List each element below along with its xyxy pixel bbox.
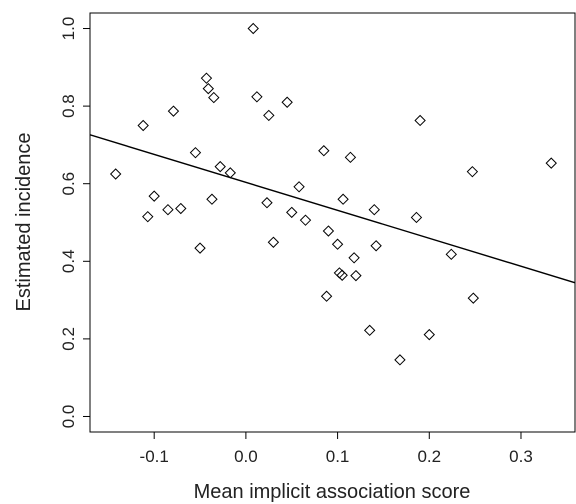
- data-point: [175, 202, 187, 215]
- x-tick-label: 0.1: [326, 447, 350, 466]
- data-point: [214, 160, 226, 173]
- data-point: [423, 328, 435, 341]
- regression-line: [90, 134, 575, 284]
- data-point: [281, 96, 293, 108]
- data-point: [189, 146, 202, 159]
- x-tick-label: -0.1: [140, 447, 169, 466]
- data-point: [337, 193, 349, 205]
- data-point: [445, 248, 457, 261]
- data-point: [208, 91, 220, 104]
- y-tick-label: 1.0: [59, 17, 78, 41]
- data-point: [336, 269, 348, 281]
- y-tick-label: 0.0: [59, 405, 78, 429]
- data-point: [299, 214, 312, 226]
- x-tick-label: 0.3: [509, 447, 533, 466]
- data-point: [545, 157, 557, 169]
- data-point: [142, 210, 154, 223]
- data-point: [410, 211, 423, 224]
- data-point: [414, 114, 426, 127]
- y-tick-label: 0.8: [59, 94, 78, 118]
- y-tick-label: 0.4: [59, 249, 78, 273]
- plot-frame: [89, 12, 576, 433]
- data-point: [167, 105, 180, 117]
- y-tick-label: 0.2: [59, 327, 78, 351]
- data-point: [206, 193, 218, 205]
- data-point: [293, 181, 305, 193]
- data-point: [194, 242, 206, 254]
- data-point: [202, 82, 214, 95]
- data-point: [331, 238, 344, 250]
- data-point: [286, 206, 298, 219]
- data-point: [467, 292, 480, 304]
- data-point: [344, 151, 357, 164]
- x-tick-label: 0.2: [417, 447, 441, 466]
- data-point: [251, 91, 263, 103]
- data-point: [109, 168, 122, 180]
- data-point: [363, 324, 376, 337]
- data-point: [320, 290, 333, 302]
- data-point: [394, 354, 406, 366]
- data-point: [348, 252, 360, 264]
- data-point: [261, 197, 273, 209]
- data-point: [162, 203, 174, 216]
- data-point: [322, 225, 335, 237]
- data-point: [368, 203, 380, 216]
- data-point: [267, 236, 280, 248]
- data-point: [200, 72, 213, 84]
- data-point: [224, 167, 237, 179]
- data-point: [466, 165, 479, 178]
- plot-layer: -0.1 0.0 0.1 0.2 0.3 0.0 0.2 0.4 0.6 0.8 1.0: [59, 12, 576, 466]
- data-point: [137, 119, 149, 132]
- y-axis-title: Estimated incidence: [13, 133, 35, 312]
- x-axis-title: Mean implicit association score: [194, 481, 471, 503]
- y-tick-label: 0.6: [59, 172, 78, 196]
- data-point: [148, 190, 160, 202]
- x-tick-label: 0.0: [234, 447, 258, 466]
- data-point: [350, 269, 362, 282]
- data-point: [263, 109, 275, 122]
- data-point: [318, 145, 330, 157]
- data-point: [247, 22, 259, 35]
- data-point: [370, 240, 382, 252]
